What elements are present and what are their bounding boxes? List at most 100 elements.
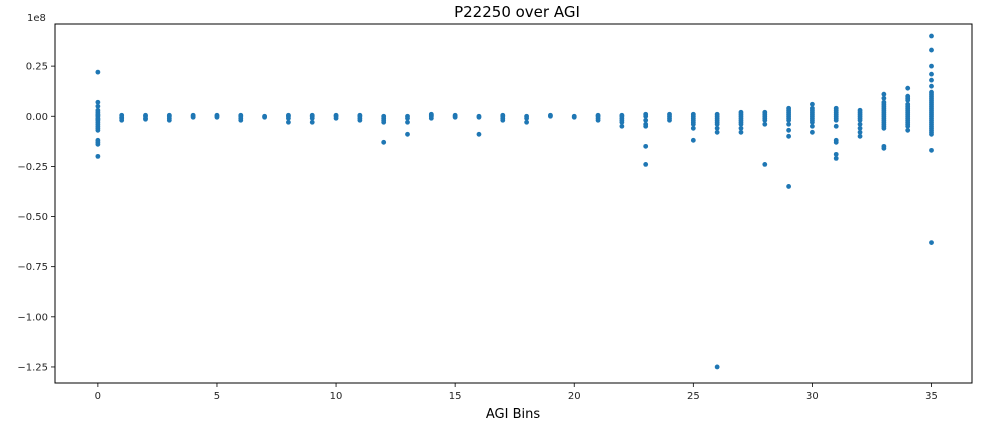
scatter-point xyxy=(595,117,601,123)
scatter-point xyxy=(95,141,101,147)
scatter-point xyxy=(833,123,839,129)
y-tick-label: 0.00 xyxy=(26,112,48,123)
x-tick-label: 20 xyxy=(568,391,581,402)
scatter-point xyxy=(619,123,625,129)
x-tick-label: 5 xyxy=(214,391,220,402)
scatter-point xyxy=(667,117,672,123)
scatter-point xyxy=(524,119,529,125)
y-tick-label: −0.50 xyxy=(17,212,48,223)
scatter-point xyxy=(929,240,934,246)
chart-title: P22250 over AGI xyxy=(454,3,580,21)
scatter-point xyxy=(738,125,744,131)
scatter-point xyxy=(833,117,839,123)
scatter-point xyxy=(786,121,791,127)
y-tick-label: −0.25 xyxy=(17,162,48,173)
scatter-point xyxy=(381,139,387,145)
scatter-point xyxy=(833,155,839,161)
scatter-point xyxy=(786,184,791,189)
scatter-point xyxy=(381,119,387,125)
scatter-point xyxy=(95,116,101,122)
scatter-point xyxy=(119,112,125,118)
scatter-point xyxy=(238,117,244,123)
x-axis-ticks: 0 5 10 15 20 25 30 35 xyxy=(95,383,938,402)
scatter-point xyxy=(238,112,244,118)
scatter-point xyxy=(762,161,768,167)
scatter-point xyxy=(333,115,339,121)
scatter-point xyxy=(143,112,148,118)
x-tick-label: 30 xyxy=(806,391,819,402)
scatter-point xyxy=(857,125,863,131)
scatter-point xyxy=(833,139,839,145)
scatter-point xyxy=(929,77,934,83)
x-tick-label: 15 xyxy=(449,391,462,402)
x-tick-label: 35 xyxy=(925,391,938,402)
scatter-point xyxy=(857,117,863,123)
scatter-point xyxy=(405,119,410,125)
scatter-point xyxy=(810,129,815,135)
scatter-point xyxy=(95,103,101,109)
scatter-point xyxy=(95,153,101,159)
scatter-point xyxy=(881,91,887,97)
scatter-point xyxy=(476,131,482,137)
scatter-point xyxy=(95,69,101,75)
plot-area-frame xyxy=(54,23,973,384)
scatter-point xyxy=(929,47,934,53)
x-tick-label: 10 xyxy=(330,391,343,402)
scatter-point xyxy=(214,114,220,120)
scatter-point xyxy=(428,115,434,121)
scatter-point xyxy=(762,117,768,123)
scatter-point xyxy=(929,147,934,153)
scatter-point xyxy=(857,121,863,127)
data-points xyxy=(95,33,934,370)
scatter-point xyxy=(738,121,744,127)
scatter-point xyxy=(810,119,815,125)
y-tick-label: 0.25 xyxy=(26,62,48,73)
y-tick-label: −1.25 xyxy=(17,362,48,373)
scatter-point xyxy=(905,97,911,103)
scatter-point xyxy=(286,119,291,125)
scatter-point xyxy=(405,115,410,121)
scatter-point xyxy=(857,133,863,139)
scatter-point xyxy=(166,112,172,118)
scatter-point xyxy=(524,115,529,121)
scatter-point xyxy=(643,123,649,129)
scatter-point xyxy=(619,119,625,125)
scatter-point xyxy=(786,133,791,139)
scatter-point xyxy=(929,71,934,77)
scatter-point xyxy=(476,114,482,120)
scatter-point xyxy=(619,112,625,118)
scatter-point xyxy=(262,114,267,120)
scatter-point xyxy=(929,91,934,97)
y-axis-offset-label: 1e8 xyxy=(27,13,46,24)
scatter-point xyxy=(357,112,363,118)
scatter-point xyxy=(905,127,911,133)
scatter-point xyxy=(405,131,410,137)
y-tick-label: −0.75 xyxy=(17,262,48,273)
scatter-point xyxy=(95,112,101,118)
scatter-point xyxy=(309,119,315,125)
y-tick-label: −1.00 xyxy=(17,312,48,323)
scatter-point xyxy=(643,117,649,123)
scatter-point xyxy=(810,123,815,129)
scatter-point xyxy=(143,116,148,122)
y-axis-ticks: −1.25 −1.00 −0.75 −0.50 −0.25 0.00 0.25 xyxy=(17,62,55,373)
scatter-point xyxy=(95,127,101,133)
scatter-point xyxy=(667,111,672,117)
scatter-point xyxy=(286,112,291,118)
scatter-point xyxy=(929,33,934,39)
scatter-point xyxy=(786,117,791,123)
scatter-point xyxy=(881,145,887,151)
scatter-point xyxy=(690,121,696,127)
scatter-point xyxy=(500,117,506,123)
scatter-point xyxy=(357,117,363,123)
scatter-point xyxy=(595,112,601,118)
scatter-point xyxy=(714,121,720,127)
scatter-point xyxy=(738,129,744,135)
scatter-point xyxy=(690,125,696,131)
scatter-point xyxy=(714,364,720,370)
scatter-point xyxy=(643,143,649,149)
scatter-point xyxy=(881,95,887,101)
scatter-point xyxy=(190,114,196,120)
scatter-point xyxy=(786,127,791,133)
